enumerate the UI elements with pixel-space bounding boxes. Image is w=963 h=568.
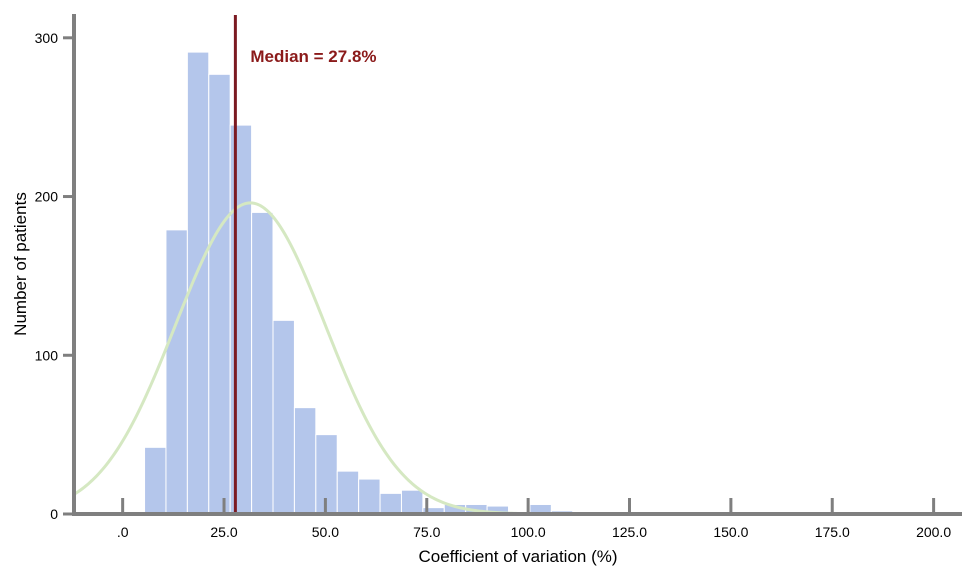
axes [72,14,962,516]
y-tick-label-3: 300 [35,30,59,46]
histogram-bar-12 [400,489,424,515]
histogram-bars [144,51,702,515]
histogram-bar-3 [208,73,231,515]
x-tick-label-3: 75.0 [413,524,440,540]
histogram-bar-1 [165,229,188,515]
x-tick-label-8: 200.0 [916,524,951,540]
histogram-bar-4 [229,124,253,515]
histogram-bar-9 [336,470,360,515]
x-tick-label-7: 175.0 [815,524,850,540]
histogram-bar-10 [358,478,381,515]
y-axis-title: Number of patients [11,192,30,336]
x-tick-label-0: .0 [117,524,129,540]
histogram-bar-7 [293,407,317,515]
histogram-bar-2 [186,51,210,515]
x-axis-title: Coefficient of variation (%) [418,547,617,566]
x-tick-label-5: 125.0 [612,524,647,540]
histogram-bar-0 [144,446,167,515]
x-tick-label-1: 25.0 [210,524,237,540]
y-axis-ticks: 0 100 200 300 [35,30,74,522]
x-tick-label-2: 50.0 [312,524,339,540]
histogram-bar-11 [379,492,402,515]
median-label: Median = 27.8% [250,47,376,66]
histogram-bar-6 [272,319,295,515]
y-tick-label-0: 0 [50,506,58,522]
y-tick-label-1: 100 [35,347,59,363]
x-axis-ticks: .0 25.0 50.0 75.0 100.0 125.0 150.0 175.0 200.0 [117,498,951,540]
x-tick-label-6: 150.0 [713,524,748,540]
x-tick-label-4: 100.0 [511,524,546,540]
histogram-bar-5 [251,211,274,515]
y-tick-label-2: 200 [35,189,59,205]
